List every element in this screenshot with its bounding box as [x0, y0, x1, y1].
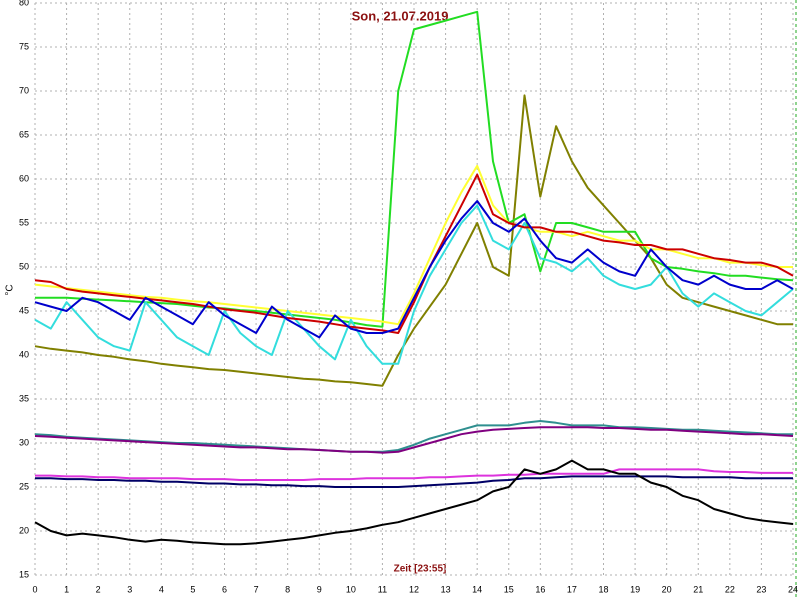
y-tick-label: 70 — [19, 85, 29, 95]
y-tick-label: 40 — [19, 349, 29, 359]
series-line — [34, 459, 794, 546]
x-tick-label: 24 — [788, 584, 798, 594]
x-tick-label: 11 — [378, 584, 387, 594]
x-tick-label: 20 — [662, 584, 672, 594]
y-tick-label: 20 — [19, 525, 29, 535]
series-line — [34, 426, 794, 454]
y-tick-label: 55 — [19, 217, 29, 227]
x-tick-label: 2 — [96, 584, 101, 594]
x-tick-label: 12 — [409, 584, 419, 594]
y-tick-label: 25 — [19, 481, 29, 491]
x-tick-label: 22 — [725, 584, 735, 594]
x-tick-label: 7 — [254, 584, 259, 594]
series-line — [35, 475, 793, 488]
x-tick-label: 16 — [535, 584, 545, 594]
x-tick-label: 18 — [598, 584, 608, 594]
y-tick-label: 15 — [19, 569, 29, 579]
y-tick-label: 60 — [19, 173, 29, 183]
x-axis-label: Zeit [23:55] — [394, 564, 447, 575]
x-tick-label: 23 — [756, 584, 766, 594]
y-tick-label: 45 — [19, 305, 29, 315]
chart-title: Son, 21.07.2019 — [352, 8, 449, 23]
series-line — [34, 94, 793, 387]
x-tick-label: 10 — [346, 584, 356, 594]
x-tick-label: 15 — [504, 584, 514, 594]
x-tick-label: 8 — [285, 584, 290, 594]
x-tick-label: 6 — [222, 584, 227, 594]
y-tick-label: 30 — [19, 437, 29, 447]
y-tick-label: 65 — [19, 129, 29, 139]
y-tick-label: 75 — [19, 41, 29, 51]
x-tick-label: 17 — [567, 584, 577, 594]
x-tick-label: 19 — [630, 584, 640, 594]
x-tick-label: 5 — [190, 584, 195, 594]
y-tick-label: 80 — [19, 0, 29, 7]
x-tick-label: 14 — [472, 584, 482, 594]
y-axis-label: °C — [5, 284, 16, 295]
y-tick-label: 35 — [19, 393, 29, 403]
x-tick-label: 4 — [159, 584, 164, 594]
x-tick-label: 3 — [127, 584, 132, 594]
x-tick-label: 9 — [317, 584, 322, 594]
x-tick-label: 21 — [693, 584, 703, 594]
y-tick-label: 50 — [19, 261, 29, 271]
series-line — [35, 468, 793, 481]
x-tick-label: 13 — [441, 584, 451, 594]
x-tick-label: 0 — [32, 584, 37, 594]
x-tick-label: 1 — [64, 584, 69, 594]
series-line — [34, 173, 794, 334]
series-line — [34, 200, 794, 339]
